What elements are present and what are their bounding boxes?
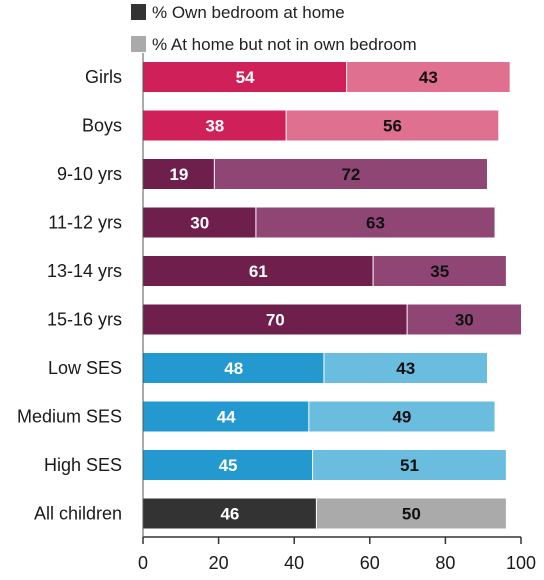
bar-15-16-yrs-series-1 — [143, 304, 407, 335]
legend-label-2: % At home but not in own bedroom — [152, 35, 417, 54]
data-label-medium-ses-series-1: 44 — [217, 408, 236, 427]
data-label-low-ses-series-2: 43 — [396, 359, 415, 378]
data-label-9-10-yrs-series-1: 19 — [169, 165, 188, 184]
x-tick-label-20: 20 — [209, 553, 229, 573]
category-label-9-10-yrs: 9-10 yrs — [57, 164, 122, 184]
data-label-boys-series-1: 38 — [205, 117, 224, 136]
bar-15-16-yrs-series-2 — [407, 304, 521, 335]
data-label-all-children-series-2: 50 — [402, 505, 421, 524]
bar-girls-series-1 — [143, 62, 347, 92]
category-label-13-14-yrs: 13-14 yrs — [47, 261, 122, 281]
bar-9-10-yrs-series-1 — [143, 159, 214, 189]
x-tick-label-40: 40 — [284, 553, 304, 573]
bar-9-10-yrs-series-2 — [214, 159, 487, 189]
category-label-low-ses: Low SES — [48, 358, 122, 378]
data-label-13-14-yrs-series-1: 61 — [249, 262, 268, 281]
legend-label-1: % Own bedroom at home — [152, 3, 345, 22]
legend-swatch-1 — [131, 4, 146, 20]
category-label-15-16-yrs: 15-16 yrs — [47, 310, 122, 330]
bar-high-ses-series-2 — [313, 450, 506, 480]
bar-boys-series-1 — [143, 110, 286, 141]
data-label-11-12-yrs-series-2: 63 — [366, 214, 385, 233]
bar-girls-series-2 — [347, 62, 510, 92]
data-label-all-children-series-1: 46 — [220, 505, 239, 524]
data-label-15-16-yrs-series-2: 30 — [455, 311, 474, 330]
legend: % Own bedroom at home % At home but not i… — [131, 3, 417, 54]
data-label-15-16-yrs-series-1: 70 — [266, 311, 285, 330]
bar-boys-series-2 — [286, 110, 499, 141]
bar-high-ses-series-1 — [143, 450, 313, 480]
category-label-girls: Girls — [85, 67, 122, 87]
bar-low-ses-series-2 — [324, 353, 487, 383]
bar-all-children-series-1 — [143, 498, 316, 529]
x-tick-label-0: 0 — [138, 553, 148, 573]
category-label-boys: Boys — [82, 116, 122, 136]
bar-medium-ses-series-2 — [309, 401, 495, 432]
legend-swatch-2 — [131, 36, 146, 52]
category-labels: Girls Boys 9-10 yrs 11-12 yrs 13-14 yrs 15-16… — [17, 67, 122, 524]
data-label-girls-series-1: 54 — [236, 68, 255, 87]
data-label-high-ses-series-2: 51 — [400, 456, 419, 475]
data-label-girls-series-2: 43 — [419, 68, 438, 87]
bars-group: 54 43 38 56 19 72 30 63 61 35 70 30 48 43 44 49 45 51 46 50 — [143, 62, 521, 529]
x-axis: 0 20 40 60 80 100 — [138, 53, 536, 573]
bar-11-12-yrs-series-2 — [256, 207, 495, 238]
bar-13-14-yrs-series-1 — [143, 256, 373, 286]
category-label-11-12-yrs: 11-12 yrs — [48, 213, 122, 233]
data-label-9-10-yrs-series-2: 72 — [341, 165, 360, 184]
data-label-high-ses-series-1: 45 — [219, 456, 238, 475]
data-label-13-14-yrs-series-2: 35 — [430, 262, 449, 281]
data-label-low-ses-series-1: 48 — [224, 359, 243, 378]
bar-13-14-yrs-series-2 — [373, 256, 506, 286]
bar-11-12-yrs-series-1 — [143, 207, 256, 238]
data-label-11-12-yrs-series-1: 30 — [190, 214, 209, 233]
data-label-medium-ses-series-2: 49 — [392, 408, 411, 427]
bar-medium-ses-series-1 — [143, 401, 309, 432]
bar-low-ses-series-1 — [143, 353, 324, 383]
category-label-medium-ses: Medium SES — [17, 407, 122, 427]
x-tick-label-100: 100 — [506, 553, 536, 573]
x-tick-label-60: 60 — [360, 553, 380, 573]
data-label-boys-series-2: 56 — [383, 117, 402, 136]
x-tick-label-80: 80 — [435, 553, 455, 573]
bar-all-children-series-2 — [316, 498, 506, 529]
category-label-all-children: All children — [34, 504, 122, 524]
category-label-high-ses: High SES — [44, 455, 122, 475]
